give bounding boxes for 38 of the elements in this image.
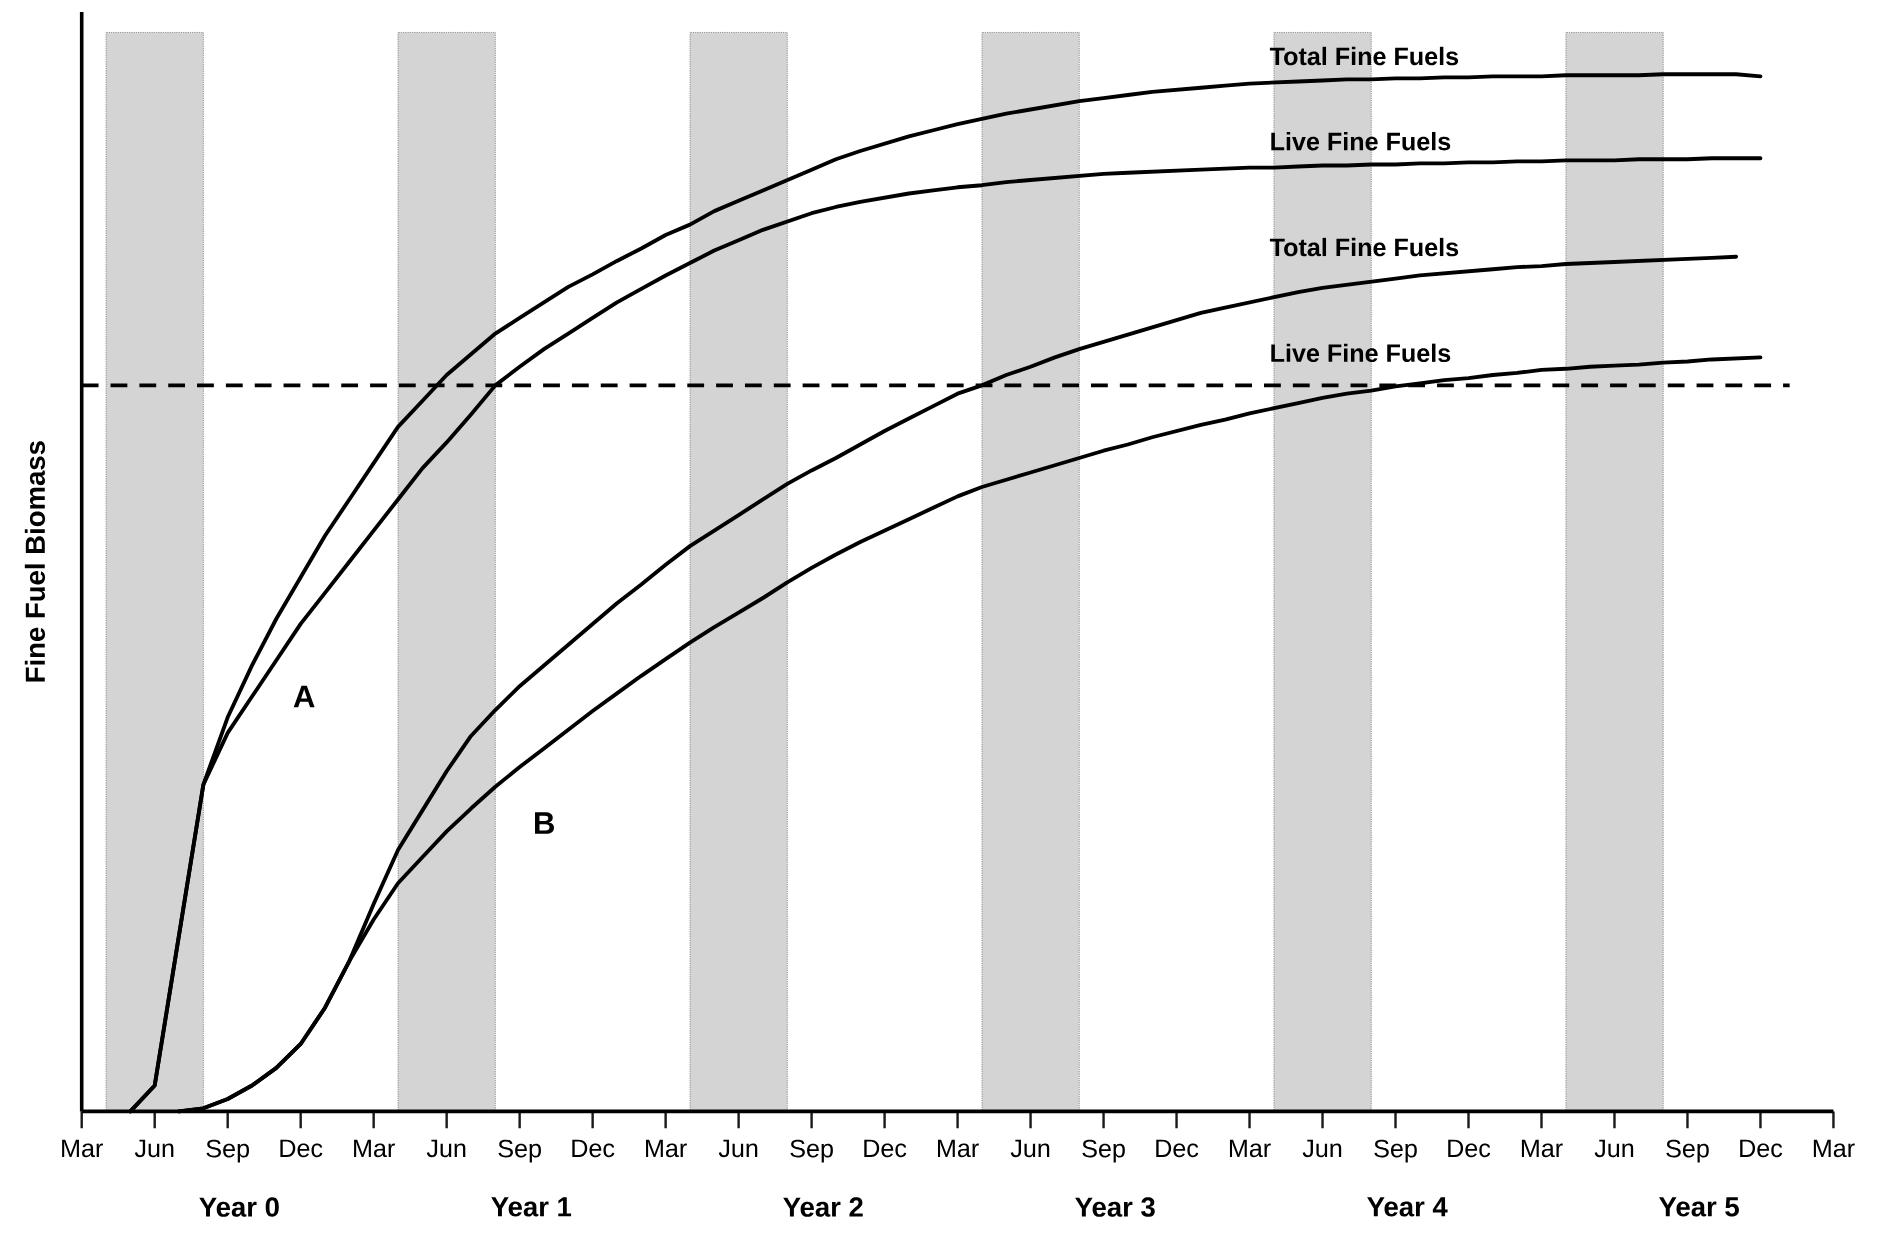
text: Year 5 (1659, 1197, 1739, 1217)
x-tick-label: Mar (62, 1139, 103, 1158)
x-tick-label: Dec (1156, 1139, 1199, 1158)
y-axis-title: Fine Fuel Biomass (24, 441, 46, 682)
x-tick-label: Dec (1740, 1139, 1783, 1158)
text: Year 4 (1367, 1197, 1448, 1217)
x-tick-label: Jun (1302, 1139, 1342, 1158)
x-tick-label: Mar (1521, 1139, 1563, 1158)
series-label: Total Fine Fuels (1269, 237, 1459, 257)
series-label: Live Fine Fuels (1271, 132, 1451, 151)
x-tick-label: Sep (1082, 1139, 1125, 1163)
annotation: A (293, 685, 315, 708)
series-label: Live Fine Fuels (1271, 343, 1451, 363)
x-tick-label: Mar (354, 1139, 395, 1158)
series-label: Total Fine Fuels (1269, 46, 1459, 66)
x-tick-label: Dec (1448, 1139, 1491, 1158)
x-tick-label: Mar (1229, 1139, 1271, 1158)
x-tick-label: Jun (718, 1139, 758, 1158)
x-tick-label: Sep (206, 1139, 249, 1163)
x-tick-label: Mar (938, 1139, 979, 1158)
x-tick-label: Sep (498, 1139, 541, 1163)
annotation: B (535, 812, 554, 834)
x-tick-label: Sep (1666, 1139, 1709, 1163)
x-tick-label: Sep (790, 1139, 833, 1163)
x-tick-label: Jun (1010, 1139, 1050, 1158)
x-tick-label: Sep (1374, 1139, 1417, 1163)
x-tick-label: Jun (1594, 1139, 1634, 1158)
text: Year 2 (783, 1197, 863, 1217)
text: Year 1 (491, 1197, 572, 1217)
x-tick-label: Mar (646, 1139, 687, 1158)
x-tick-label: Jun (134, 1139, 174, 1158)
x-tick-label: Dec (572, 1139, 615, 1158)
text: Year 3 (1075, 1197, 1155, 1217)
x-tick-label: Dec (864, 1139, 907, 1158)
x-tick-label: Jun (426, 1139, 466, 1158)
text: Year 0 (199, 1197, 279, 1217)
x-tick-label: Mar (1813, 1139, 1855, 1158)
x-tick-label: Dec (280, 1139, 323, 1158)
